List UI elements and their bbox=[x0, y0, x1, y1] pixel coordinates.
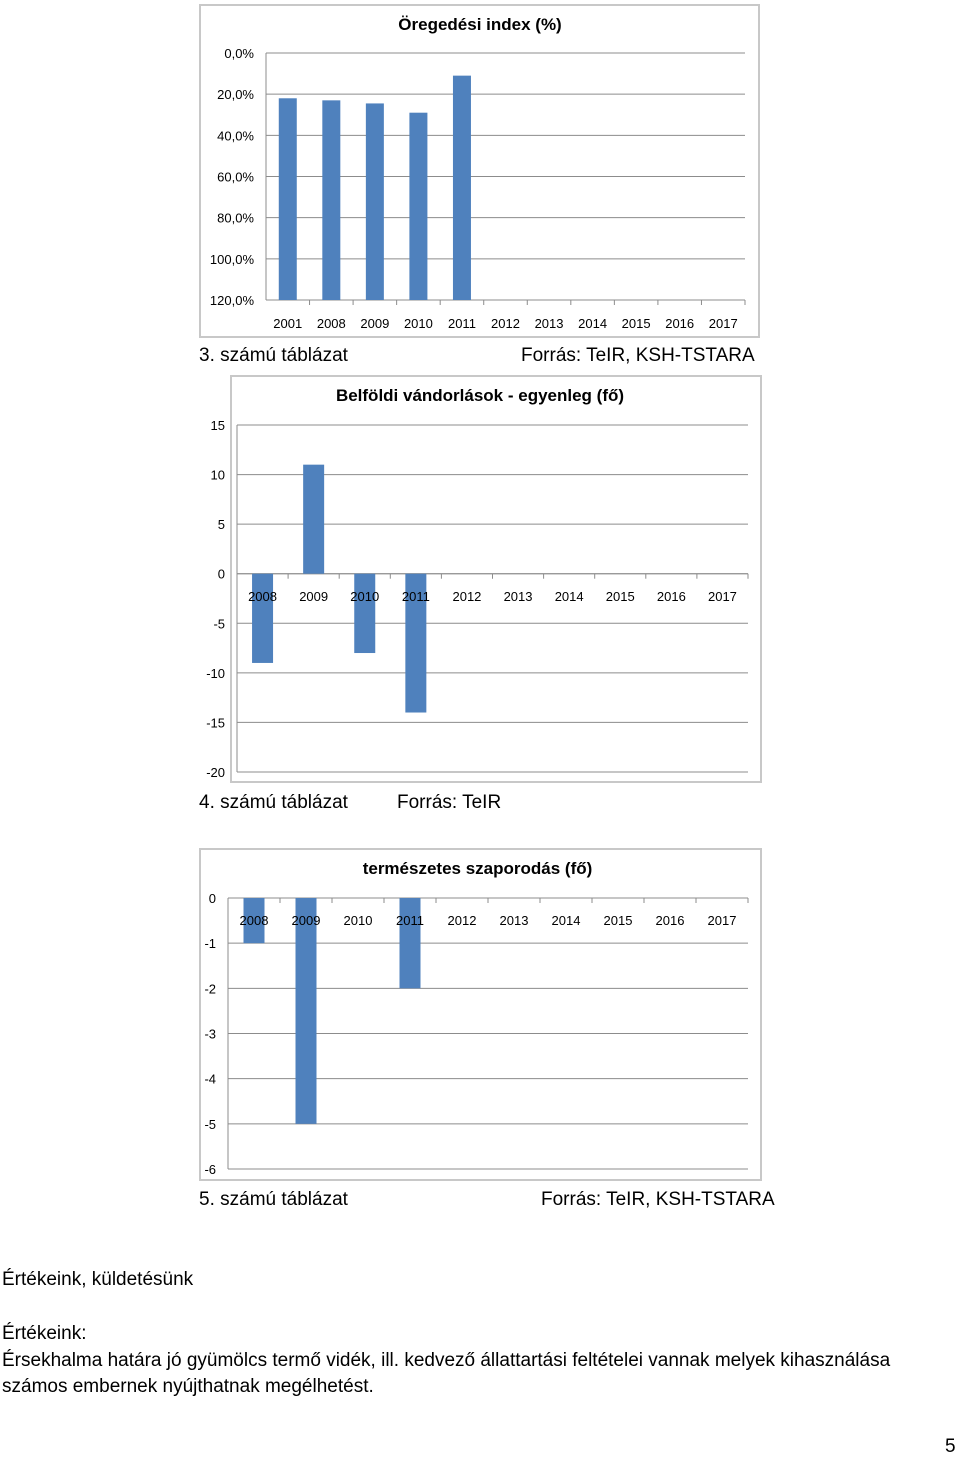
bar-2010 bbox=[409, 112, 428, 300]
x-tick-label: 2014 bbox=[555, 589, 584, 604]
bar-2009 bbox=[295, 898, 317, 1124]
y-tick-label: -5 bbox=[213, 616, 225, 631]
x-tick-label: 2009 bbox=[292, 913, 321, 928]
bar-2008 bbox=[322, 100, 341, 300]
bar-2010 bbox=[354, 573, 376, 654]
bar-2011 bbox=[405, 573, 427, 713]
y-tick-label: -20 bbox=[206, 765, 225, 780]
y-tick-label: 40,0% bbox=[217, 128, 254, 143]
x-tick-label: 2017 bbox=[709, 316, 738, 331]
chart-natural-increase-title: természetes szaporodás (fő) bbox=[362, 859, 593, 878]
x-tick-label: 2015 bbox=[622, 316, 651, 331]
y-tick-label: -1 bbox=[204, 936, 216, 951]
chart-aging-index-title: Öregedési index (%) bbox=[398, 15, 562, 34]
chart-natural-increase-frame bbox=[199, 848, 762, 1181]
bar-2008 bbox=[243, 898, 265, 944]
y-tick-label: -10 bbox=[206, 666, 225, 681]
x-tick-label: 2011 bbox=[448, 316, 476, 331]
y-tick-label: 0,0% bbox=[224, 46, 254, 61]
chart-aging-index-caption: 3. számú táblázat bbox=[199, 345, 348, 366]
section-heading: Értékeink, küldetésünk bbox=[2, 1269, 194, 1290]
x-tick-label: 2014 bbox=[578, 316, 607, 331]
bar-2011 bbox=[399, 898, 421, 989]
x-tick-label: 2010 bbox=[350, 589, 379, 604]
x-tick-label: 2015 bbox=[606, 589, 635, 604]
body-text-line-1: Érsekhalma határa jó gyümölcs termő vidé… bbox=[2, 1350, 891, 1371]
y-tick-label: 100,0% bbox=[210, 252, 255, 267]
x-tick-label: 2017 bbox=[708, 913, 737, 928]
body-text-line-2: számos embernek nyújthatnak megélhetést. bbox=[2, 1376, 374, 1397]
y-tick-label: 80,0% bbox=[217, 211, 254, 226]
chart-migration-source: Forrás: TeIR bbox=[397, 792, 502, 813]
chart-natural-increase-source: Forrás: TeIR, KSH-TSTARA bbox=[541, 1189, 775, 1210]
x-tick-label: 2012 bbox=[452, 589, 481, 604]
x-tick-label: 2012 bbox=[448, 913, 477, 928]
y-tick-label: 5 bbox=[218, 517, 225, 532]
x-tick-label: 2016 bbox=[656, 913, 685, 928]
bar-2009 bbox=[365, 103, 384, 300]
chart-aging-index-source: Forrás: TeIR, KSH-TSTARA bbox=[521, 345, 755, 366]
y-tick-label: 15 bbox=[211, 418, 225, 433]
y-tick-label: -3 bbox=[204, 1027, 216, 1042]
y-tick-label: 0 bbox=[218, 567, 225, 582]
x-tick-label: 2011 bbox=[396, 913, 424, 928]
bar-2001 bbox=[278, 98, 297, 301]
x-tick-label: 2011 bbox=[402, 589, 430, 604]
x-tick-label: 2013 bbox=[500, 913, 529, 928]
chart-natural-increase-caption: 5. számú táblázat bbox=[199, 1189, 348, 1210]
x-tick-label: 2009 bbox=[360, 316, 389, 331]
y-tick-label: -2 bbox=[204, 981, 216, 996]
chart-migration-caption: 4. számú táblázat bbox=[199, 792, 348, 813]
bar-2011 bbox=[452, 75, 471, 301]
bar-2009 bbox=[303, 464, 325, 574]
bar-2008 bbox=[252, 573, 274, 663]
x-tick-label: 2012 bbox=[491, 316, 520, 331]
x-tick-label: 2010 bbox=[404, 316, 433, 331]
x-tick-label: 2014 bbox=[552, 913, 581, 928]
x-tick-label: 2008 bbox=[240, 913, 269, 928]
y-tick-label: -6 bbox=[204, 1162, 216, 1177]
y-tick-label: 0 bbox=[209, 891, 216, 906]
x-tick-label: 2008 bbox=[317, 316, 346, 331]
x-tick-label: 2010 bbox=[344, 913, 373, 928]
y-tick-label: 10 bbox=[211, 468, 225, 483]
y-tick-label: 120,0% bbox=[210, 293, 255, 308]
x-tick-label: 2013 bbox=[504, 589, 533, 604]
y-tick-label: -5 bbox=[204, 1117, 216, 1132]
y-tick-label: 20,0% bbox=[217, 87, 254, 102]
x-tick-label: 2009 bbox=[299, 589, 328, 604]
x-tick-label: 2016 bbox=[665, 316, 694, 331]
x-tick-label: 2013 bbox=[535, 316, 564, 331]
x-tick-label: 2001 bbox=[273, 316, 302, 331]
chart-migration-frame bbox=[230, 375, 762, 783]
y-tick-label: 60,0% bbox=[217, 170, 254, 185]
x-tick-label: 2017 bbox=[708, 589, 737, 604]
x-tick-label: 2008 bbox=[248, 589, 277, 604]
y-tick-label: -15 bbox=[206, 715, 225, 730]
x-tick-label: 2015 bbox=[604, 913, 633, 928]
chart-migration-title: Belföldi vándorlások - egyenleg (fő) bbox=[335, 386, 625, 405]
page-number: 5 bbox=[945, 1436, 956, 1457]
y-tick-label: -4 bbox=[204, 1072, 216, 1087]
x-tick-label: 2016 bbox=[657, 589, 686, 604]
section-subheading: Értékeink: bbox=[2, 1323, 87, 1344]
